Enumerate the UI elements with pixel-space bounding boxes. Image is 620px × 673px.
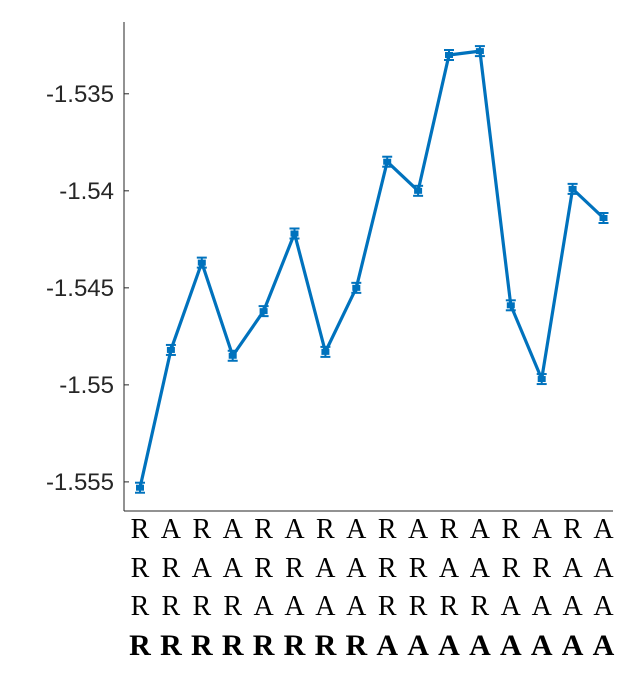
x-category-label: R [316, 514, 335, 545]
x-category-label: R [253, 629, 275, 662]
x-category-label: R [191, 629, 213, 662]
x-category-label: R [254, 514, 273, 545]
x-category-label: A [470, 514, 491, 545]
x-category-label: R [378, 591, 397, 622]
x-category-label: A [501, 591, 522, 622]
x-category-label: A [532, 514, 553, 545]
x-category-label: R [471, 591, 490, 622]
data-point [289, 227, 300, 240]
series-layer [135, 45, 609, 494]
x-category-label: R [315, 629, 337, 662]
x-category-label: A [315, 591, 336, 622]
x-category-label: R [131, 591, 150, 622]
x-category-label: A [346, 514, 367, 545]
x-category-label: R [254, 553, 273, 584]
data-point [444, 48, 454, 61]
x-category-label: A [593, 553, 614, 584]
x-category-labels: R A R A R A R A R A R A R A R AR R A A R R A A R R A A R R A AR R R R A A A A… [129, 514, 615, 662]
x-category-label: A [346, 591, 367, 622]
x-category-label: R [192, 591, 211, 622]
x-category-label: A [593, 591, 614, 622]
x-category-label: A [439, 553, 460, 584]
x-category-label: A [223, 553, 244, 584]
x-category-label: R [378, 514, 397, 545]
data-point [135, 481, 145, 494]
x-category-label: R [532, 553, 551, 584]
x-category-label: R [162, 553, 181, 584]
x-category-label: A [223, 514, 244, 545]
x-category-label: R [378, 553, 397, 584]
x-category-label: R [129, 629, 151, 662]
y-ticks: -1.535 -1.54 -1.545 -1.55 -1.555 [46, 81, 129, 496]
x-category-label: A [376, 629, 398, 662]
x-category-label: R [345, 629, 367, 662]
x-category-label: A [531, 629, 553, 662]
x-category-label: R [409, 553, 428, 584]
y-tick-label: -1.54 [59, 178, 114, 205]
x-category-label: R [223, 591, 242, 622]
x-category-label: A [346, 553, 367, 584]
data-point [474, 45, 485, 58]
x-category-label: R [131, 514, 150, 545]
x-category-label: A [470, 553, 491, 584]
x-category-label: A [438, 629, 460, 662]
data-point [567, 182, 578, 195]
data-point [258, 305, 269, 318]
x-category-label: A [593, 514, 614, 545]
data-point [505, 299, 516, 312]
x-category-label: A [562, 591, 583, 622]
x-category-label: R [563, 514, 582, 545]
y-tick-label: -1.55 [59, 372, 114, 399]
x-category-label: A [284, 591, 305, 622]
x-category-label: R [131, 553, 150, 584]
data-point [320, 345, 331, 358]
x-category-label: R [192, 514, 211, 545]
x-category-label: A [562, 553, 583, 584]
data-point [227, 349, 238, 362]
x-category-label: A [161, 514, 182, 545]
x-category-label: R [162, 591, 181, 622]
x-category-label: A [532, 591, 553, 622]
data-point [165, 343, 176, 356]
x-category-label: A [562, 629, 584, 662]
x-category-label: R [284, 629, 306, 662]
y-tick-label: -1.545 [46, 275, 114, 302]
series-line [138, 49, 605, 489]
x-category-label: R [222, 629, 244, 662]
data-point [598, 211, 609, 224]
x-category-label: A [192, 553, 213, 584]
data-point [382, 155, 393, 168]
x-category-label: A [315, 553, 336, 584]
x-category-label: A [469, 629, 491, 662]
data-point [196, 256, 207, 269]
x-category-label: R [440, 591, 459, 622]
data-point [413, 184, 424, 197]
y-tick-label: -1.555 [46, 469, 114, 496]
y-tick-label: -1.535 [46, 81, 114, 108]
data-point [536, 373, 547, 386]
x-category-label: R [440, 514, 459, 545]
x-category-label: R [160, 629, 182, 662]
data-point [351, 281, 362, 294]
x-category-label: A [407, 629, 429, 662]
x-category-label: A [408, 514, 429, 545]
x-category-label: A [593, 629, 615, 662]
axes [123, 22, 613, 512]
x-category-label: A [500, 629, 522, 662]
x-category-label: R [501, 553, 520, 584]
x-category-label: A [284, 514, 305, 545]
x-category-label: R [409, 591, 428, 622]
x-category-label: R [501, 514, 520, 545]
x-category-label: R [285, 553, 304, 584]
x-category-label: A [253, 591, 274, 622]
